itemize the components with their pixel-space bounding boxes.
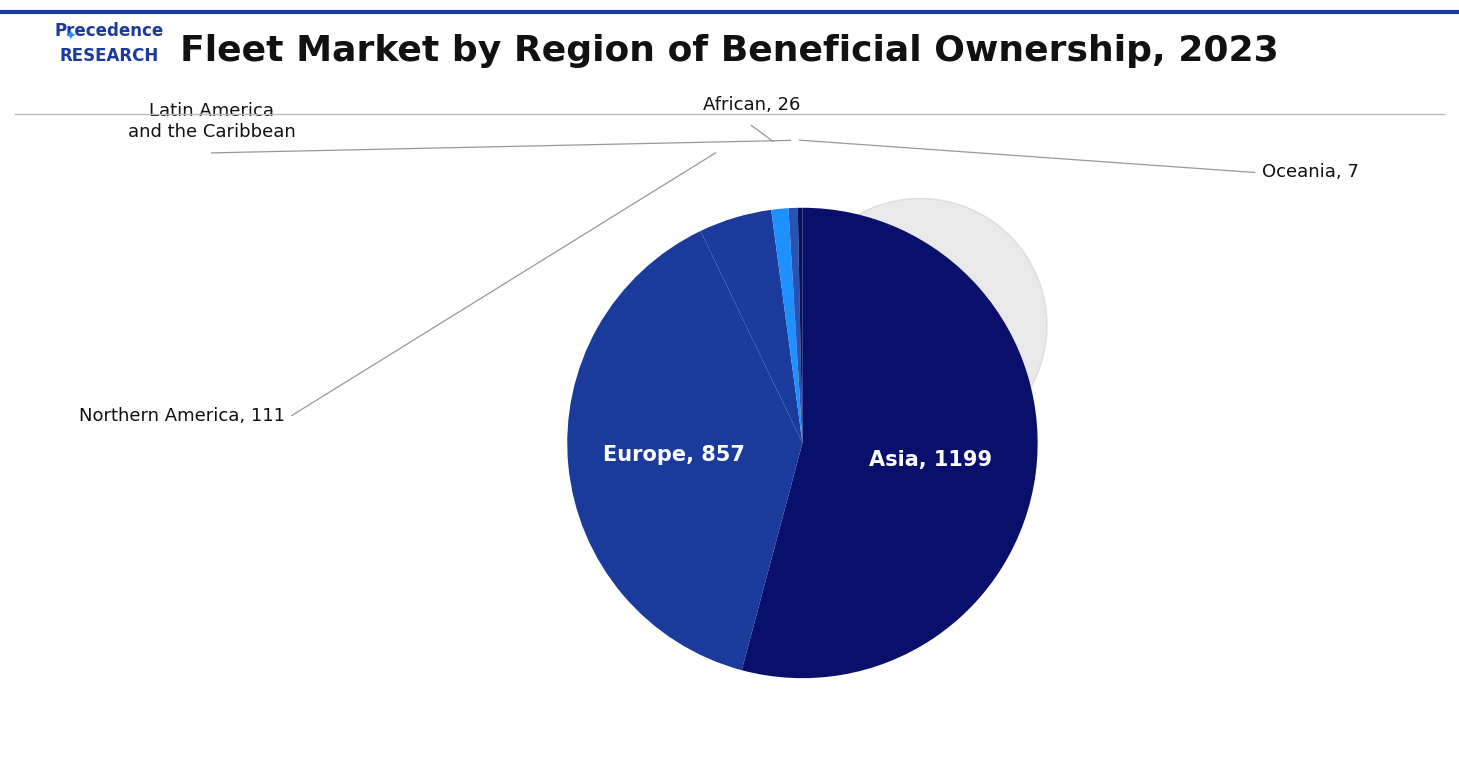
Text: Northern America, 111: Northern America, 111: [79, 407, 285, 424]
Wedge shape: [700, 210, 802, 443]
Ellipse shape: [794, 198, 1048, 452]
Wedge shape: [741, 208, 1037, 678]
Text: Latin America
and the Caribbean: Latin America and the Caribbean: [128, 103, 295, 141]
Wedge shape: [788, 208, 802, 443]
Text: Oceania, 7: Oceania, 7: [1262, 164, 1358, 181]
Text: Fleet Market by Region of Beneficial Ownership, 2023: Fleet Market by Region of Beneficial Own…: [179, 34, 1280, 68]
Wedge shape: [772, 209, 802, 443]
Text: Precedence
RESEARCH: Precedence RESEARCH: [55, 22, 163, 64]
Text: ✦: ✦: [64, 30, 76, 44]
Text: African, 26: African, 26: [703, 96, 800, 114]
Wedge shape: [568, 231, 802, 670]
Text: Asia, 1199: Asia, 1199: [870, 450, 992, 470]
Text: Europe, 857: Europe, 857: [603, 445, 744, 465]
Wedge shape: [798, 208, 802, 443]
